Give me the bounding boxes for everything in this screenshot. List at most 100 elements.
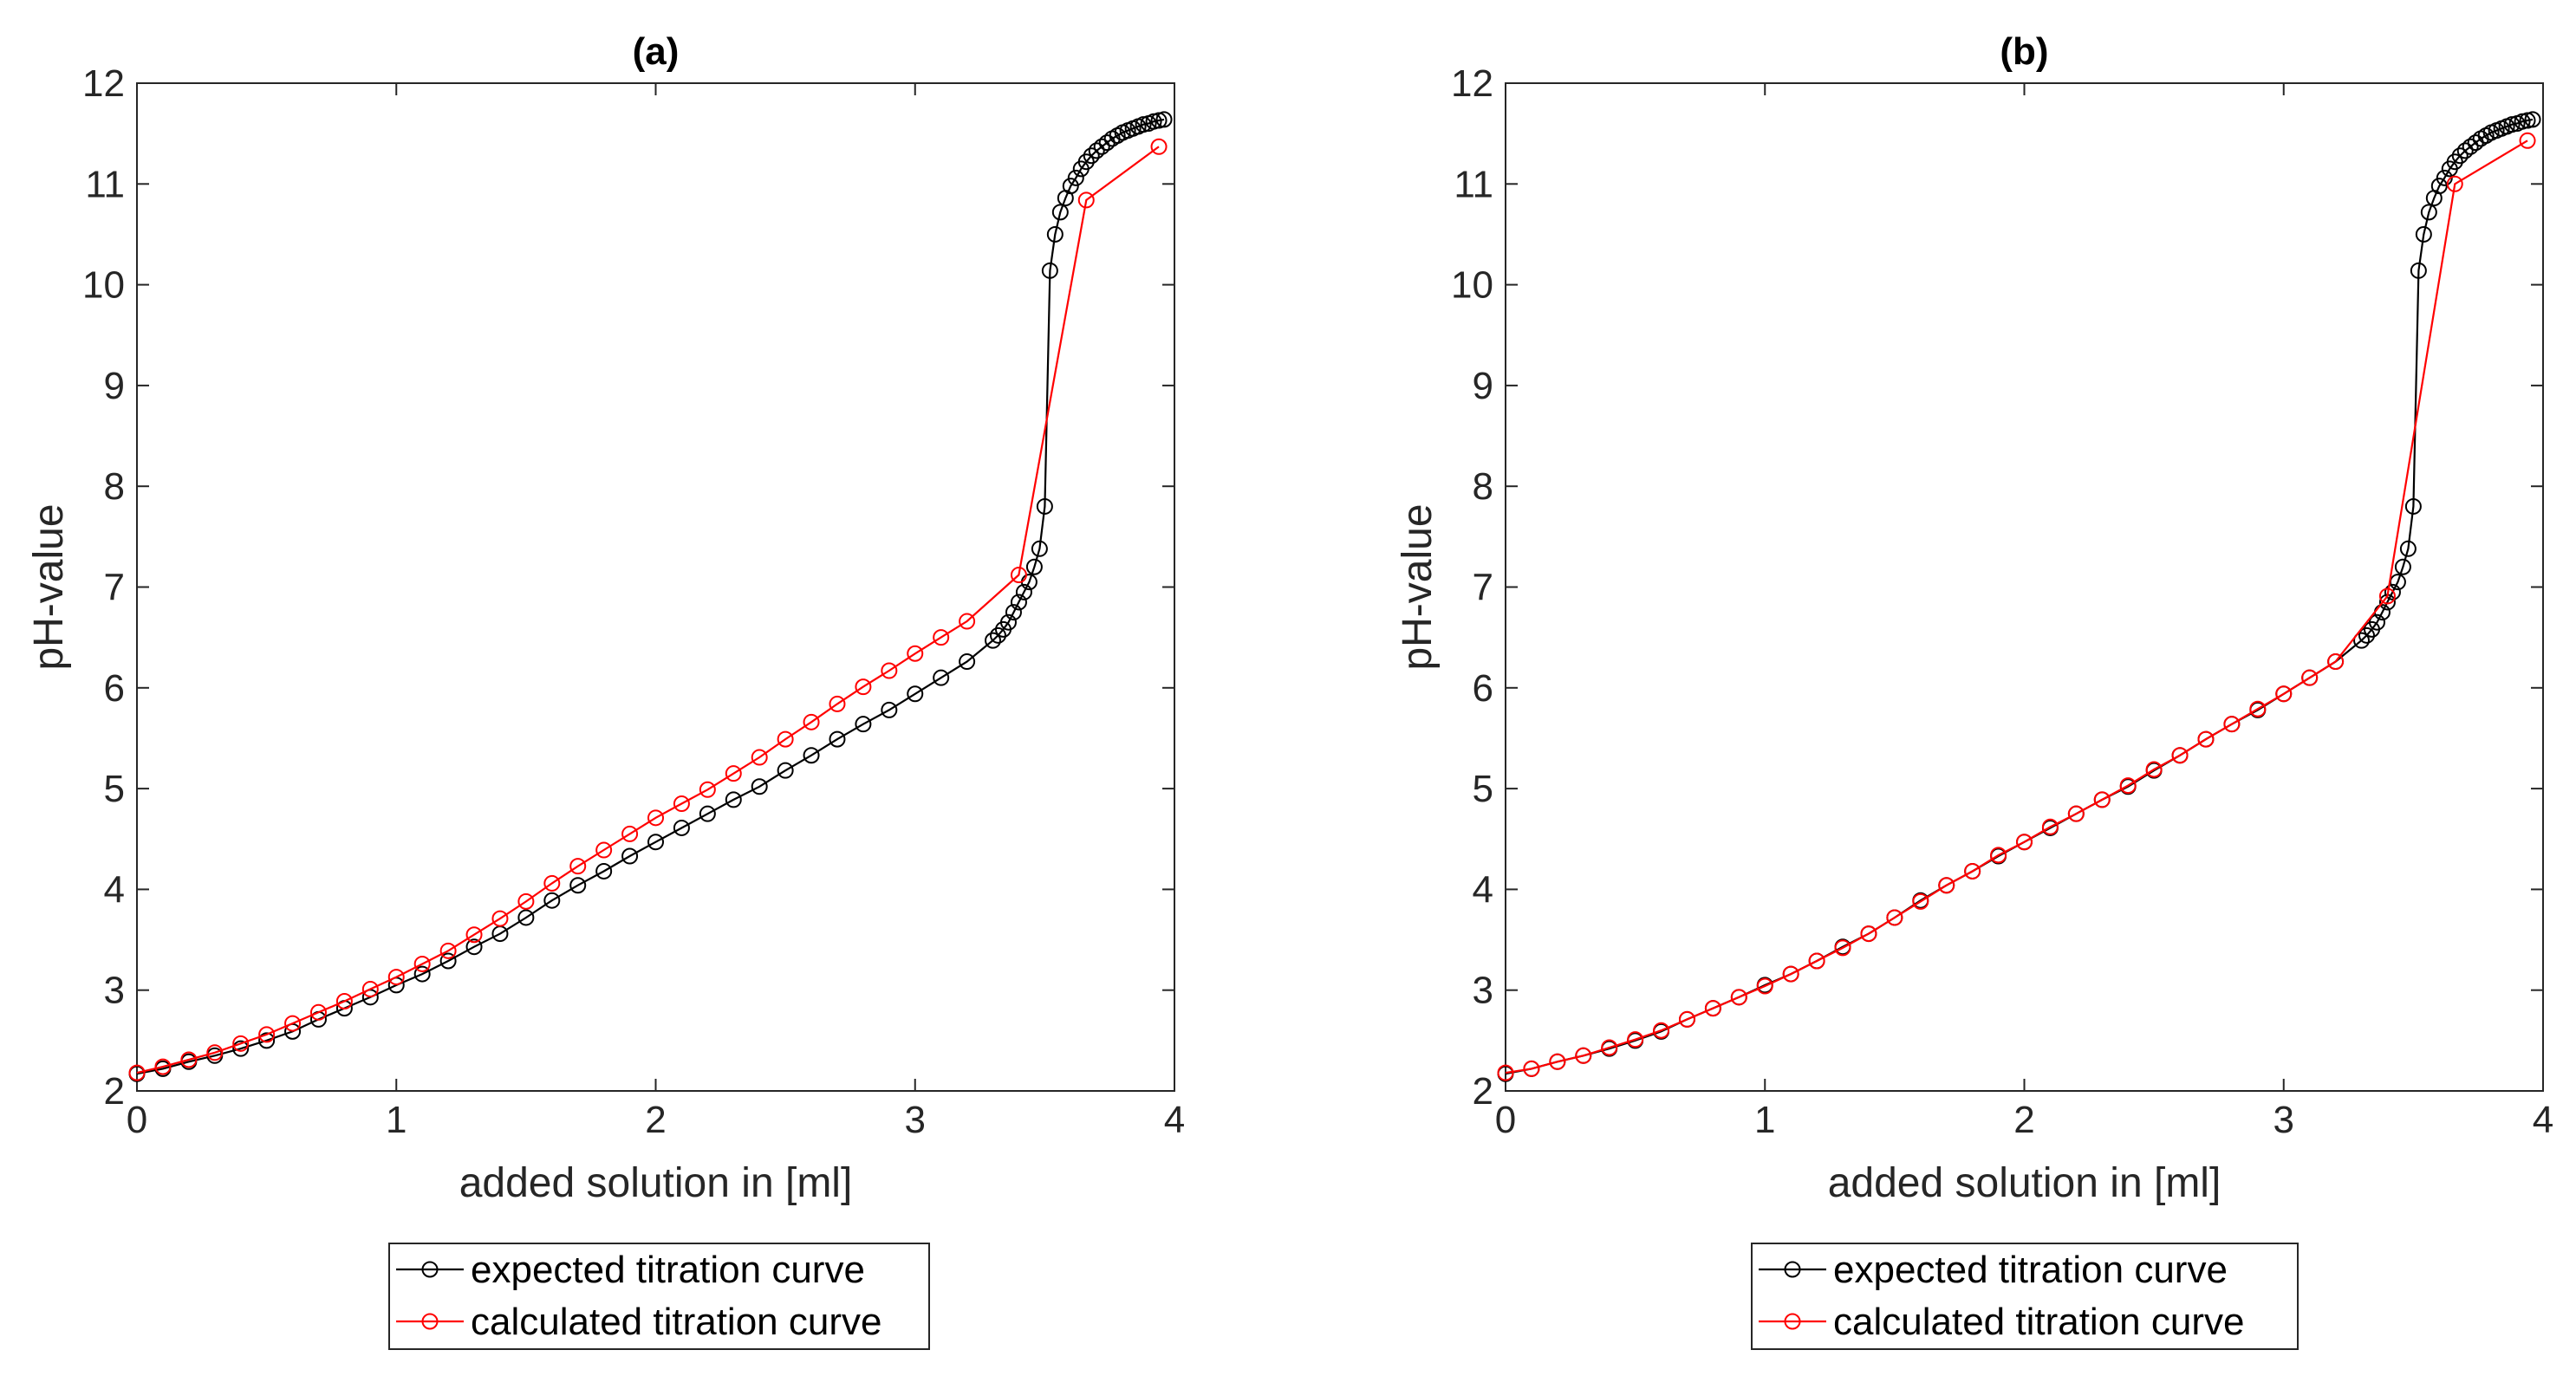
data-point-calculated: [2223, 716, 2241, 733]
data-point-expected: [1155, 111, 1173, 128]
data-point-calculated: [1549, 1053, 1566, 1070]
legend: expected titration curve calculated titra…: [388, 1243, 930, 1350]
y-tick-label: 5: [1473, 768, 1493, 810]
data-point-calculated: [1860, 925, 1877, 943]
data-point-expected: [2368, 613, 2385, 631]
legend-label-expected: expected titration curve: [471, 1249, 865, 1291]
data-point-expected: [1067, 169, 1084, 186]
x-tick-label: 1: [1754, 1099, 1775, 1141]
data-point-calculated: [1730, 989, 1747, 1006]
data-point-calculated: [2171, 747, 2189, 764]
data-point-calculated: [180, 1051, 198, 1068]
data-point-expected: [2420, 204, 2437, 221]
data-point-expected: [907, 685, 924, 703]
data-point-expected: [439, 952, 457, 970]
data-point-calculated: [1938, 877, 1955, 894]
data-point-expected: [1025, 558, 1043, 575]
series-line-calculated: [1505, 140, 2528, 1074]
data-point-expected: [829, 730, 846, 748]
y-tick-label: 12: [1451, 62, 1493, 105]
data-point-calculated: [491, 910, 509, 927]
data-point-expected: [881, 701, 898, 718]
data-point-expected: [2358, 626, 2376, 644]
legend-box: [1751, 1243, 2299, 1350]
y-tick-label: 9: [1473, 365, 1493, 407]
y-tick-label: 9: [104, 365, 125, 407]
data-point-calculated: [1678, 1010, 1695, 1028]
data-point-expected: [2462, 138, 2479, 155]
data-point-calculated: [1653, 1022, 1670, 1039]
data-point-expected: [1041, 262, 1058, 279]
y-axis-label: pH-value: [1395, 503, 1441, 670]
x-tick-label: 0: [1495, 1099, 1516, 1141]
data-point-calculated: [673, 795, 690, 813]
data-point-expected: [1051, 204, 1069, 221]
data-point-expected: [999, 613, 1017, 631]
data-point-calculated: [1523, 1060, 1540, 1077]
y-tick-label: 6: [104, 667, 125, 710]
data-point-expected: [2524, 111, 2541, 128]
data-point-calculated: [1912, 892, 1929, 910]
data-point-calculated: [1964, 862, 1981, 879]
data-point-calculated: [2519, 132, 2536, 149]
y-tick-label: 8: [1473, 465, 1493, 508]
data-point-calculated: [2327, 653, 2345, 671]
data-point-expected: [465, 938, 483, 956]
data-point-calculated: [284, 1015, 302, 1032]
data-point-expected: [1062, 178, 1079, 195]
legend: expected titration curve calculated titra…: [1751, 1243, 2299, 1350]
x-tick-label: 3: [2274, 1099, 2294, 1141]
data-point-expected: [647, 834, 664, 851]
data-point-calculated: [1782, 965, 1799, 983]
data-point-expected: [413, 965, 431, 983]
data-point-expected: [1015, 583, 1032, 600]
data-point-expected: [2394, 558, 2411, 575]
y-tick-label: 10: [1451, 264, 1493, 307]
legend-marker-calculated: [1784, 1313, 1801, 1330]
data-point-calculated: [2378, 587, 2396, 605]
data-point-calculated: [154, 1058, 172, 1075]
y-tick-label: 6: [1473, 667, 1493, 710]
data-point-expected: [777, 762, 794, 779]
x-tick-label: 2: [2013, 1099, 2034, 1141]
data-point-calculated: [1077, 191, 1095, 209]
legend-marker-expected: [1784, 1261, 1801, 1278]
data-point-calculated: [1834, 939, 1851, 957]
legend-label-calculated: calculated titration curve: [1833, 1301, 2244, 1343]
data-point-calculated: [2041, 818, 2059, 835]
data-point-calculated: [829, 695, 846, 712]
data-point-expected: [1046, 225, 1064, 243]
data-point-expected: [1088, 142, 1105, 159]
y-tick-label: 3: [1473, 970, 1493, 1012]
data-point-expected: [2410, 262, 2427, 279]
data-point-calculated: [907, 645, 924, 662]
data-point-expected: [1093, 138, 1110, 155]
data-point-expected: [985, 632, 1002, 649]
chart-title: (a): [633, 30, 680, 73]
x-tick-label: 3: [905, 1099, 926, 1141]
data-point-expected: [1083, 147, 1100, 165]
data-point-expected: [673, 819, 690, 836]
data-point-expected: [751, 778, 768, 795]
legend-label-expected: expected titration curve: [1833, 1249, 2228, 1291]
data-point-expected: [2415, 225, 2432, 243]
data-point-calculated: [699, 781, 716, 798]
data-point-calculated: [439, 942, 457, 959]
data-point-expected: [959, 653, 976, 671]
data-point-calculated: [1150, 138, 1168, 155]
data-point-expected: [2430, 178, 2448, 195]
data-point-calculated: [2446, 175, 2463, 192]
data-point-expected: [258, 1032, 276, 1049]
data-point-expected: [1077, 153, 1095, 171]
series-line-expected: [136, 118, 1165, 1075]
data-point-expected: [933, 669, 950, 686]
data-point-expected: [517, 909, 535, 926]
data-point-expected: [725, 791, 742, 808]
y-tick-label: 7: [1473, 567, 1493, 609]
data-point-expected: [569, 877, 587, 894]
y-axis-label: pH-value: [26, 503, 72, 670]
y-tick-label: 12: [82, 62, 125, 105]
